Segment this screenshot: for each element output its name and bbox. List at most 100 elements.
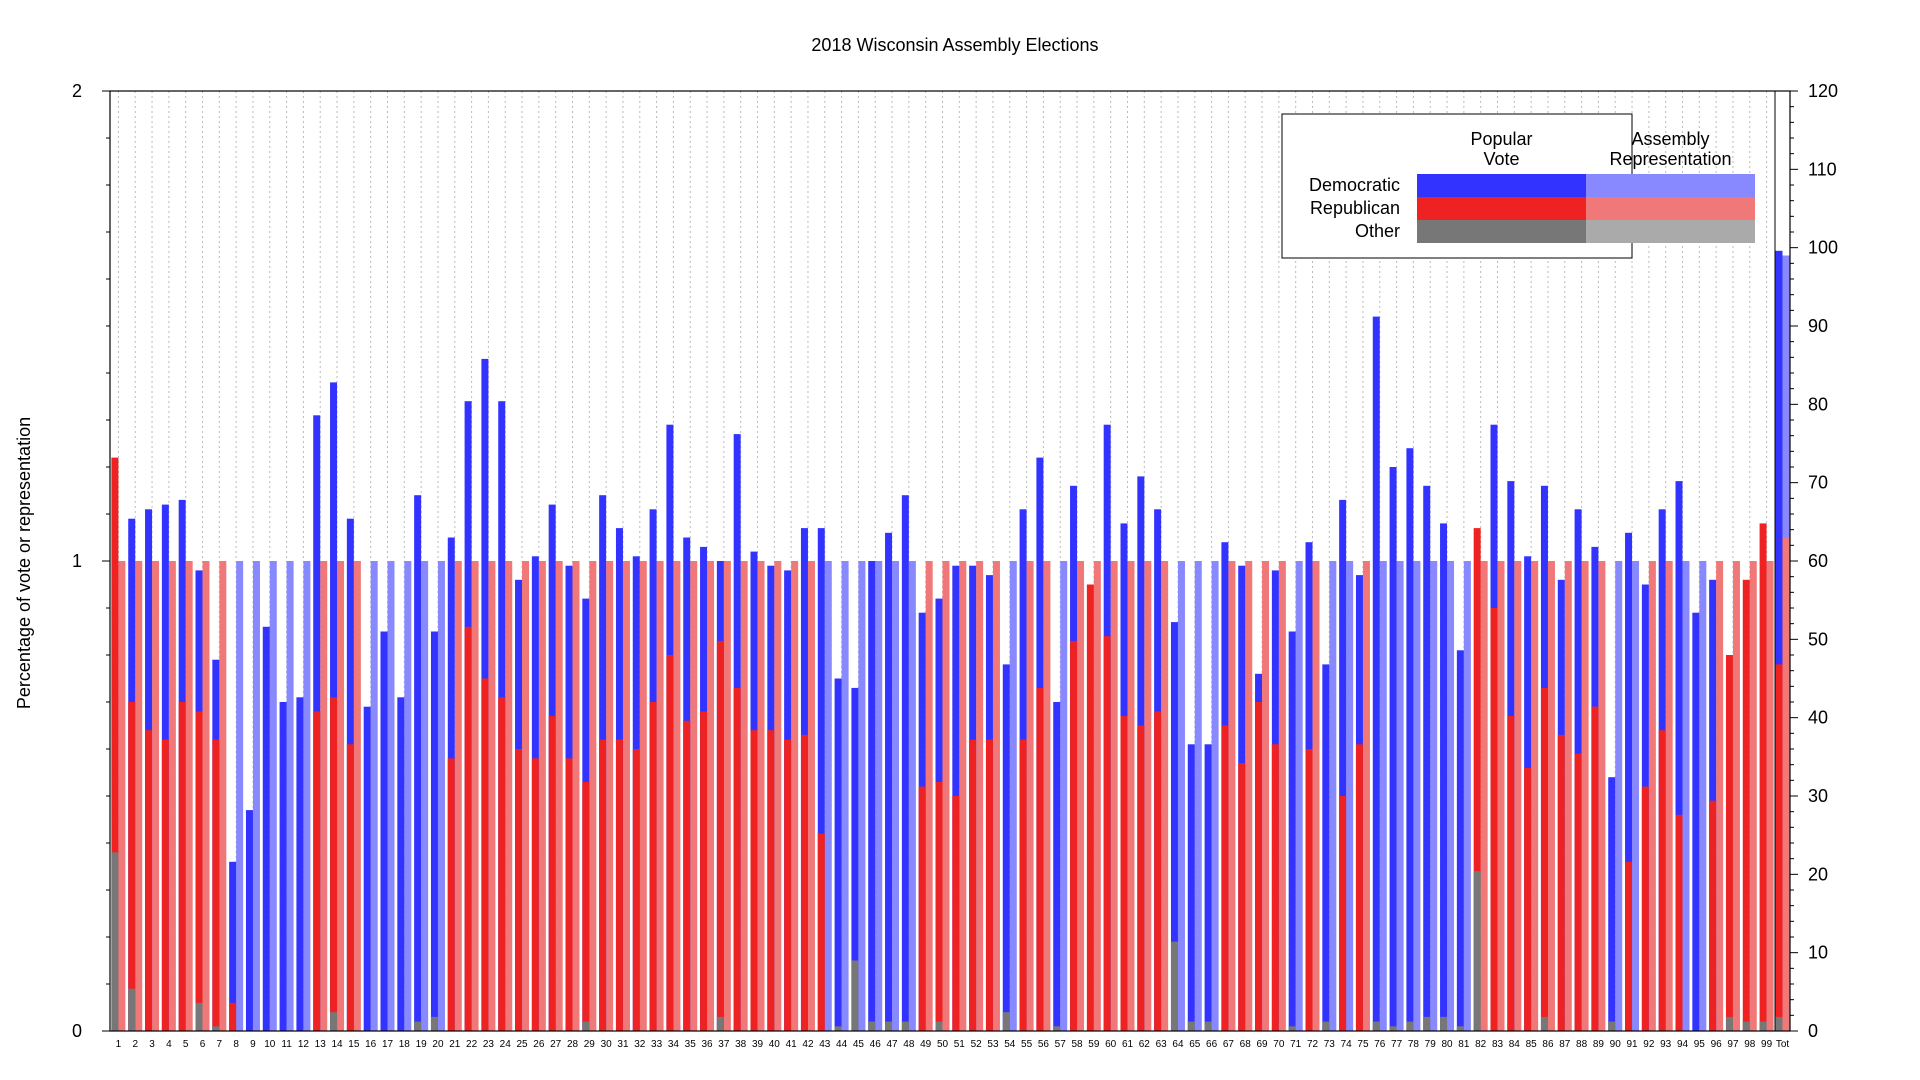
- seat-bar-district-41: [791, 561, 799, 1031]
- seat-bar-district-35: [690, 561, 698, 1031]
- x-tick-label-33: 33: [651, 1039, 663, 1050]
- x-tick-label-22: 22: [466, 1039, 478, 1050]
- seat-bar-district-98: [1749, 561, 1757, 1031]
- x-tick-label-21: 21: [449, 1039, 461, 1050]
- x-tick-label-95: 95: [1694, 1039, 1706, 1050]
- dem-vote-bar-district-17: [380, 631, 388, 1031]
- legend-row-label-other: Other: [1355, 221, 1400, 241]
- other-vote-bar-district-65: [1187, 1021, 1195, 1031]
- rep-vote-bar-district-5: [178, 702, 186, 1031]
- x-tick-label-37: 37: [718, 1039, 730, 1050]
- rep-vote-bar-district-74: [1339, 796, 1347, 1031]
- seat-bar-district-13: [320, 561, 328, 1031]
- other-vote-bar-district-90: [1608, 1021, 1616, 1031]
- rep-vote-bar-district-32: [632, 749, 640, 1031]
- rep-vote-bar-district-15: [346, 744, 354, 1031]
- dem-vote-bar-district-19: [414, 495, 422, 1031]
- bars-layer: [111, 250, 1790, 1032]
- rep-vote-bar-district-68: [1238, 763, 1246, 1031]
- rep-vote-bar-district-59: [1086, 584, 1094, 1031]
- other-vote-bar-district-98: [1742, 1021, 1750, 1031]
- x-tick-label-50: 50: [937, 1039, 949, 1050]
- seat-bar-district-28: [572, 561, 580, 1031]
- x-tick-label-85: 85: [1526, 1039, 1538, 1050]
- x-tick-label-46: 46: [870, 1039, 882, 1050]
- seat-bar-district-19: [421, 561, 429, 1031]
- seat-bar-district-21: [454, 561, 462, 1031]
- other-vote-bar-district-48: [901, 1021, 909, 1031]
- seat-bar-district-2: [135, 561, 143, 1031]
- rep-vote-bar-district-22: [464, 626, 472, 1031]
- y2-tick-label-40: 40: [1808, 708, 1828, 728]
- x-tick-label-71: 71: [1290, 1039, 1302, 1050]
- x-tick-label-30: 30: [601, 1039, 613, 1050]
- rep-vote-bar-district-67: [1221, 725, 1229, 1031]
- seat-bar-district-8: [236, 561, 244, 1031]
- x-tick-label-35: 35: [685, 1039, 697, 1050]
- x-tick-label-5: 5: [183, 1039, 189, 1050]
- x-tick-label-10: 10: [264, 1039, 276, 1050]
- x-tick-label-82: 82: [1475, 1039, 1487, 1050]
- y2-tick-label-90: 90: [1808, 316, 1828, 336]
- x-tick-label-92: 92: [1643, 1039, 1655, 1050]
- x-tick-label-81: 81: [1458, 1039, 1470, 1050]
- rep-vote-bar-district-82: [1473, 528, 1481, 1031]
- dem-vote-bar-district-45: [851, 687, 859, 1031]
- dem-vote-bar-district-20: [430, 631, 438, 1031]
- rep-vote-bar-district-33: [649, 702, 657, 1031]
- rep-vote-bar-district-98: [1742, 579, 1750, 1031]
- seat-bar-district-75: [1362, 561, 1370, 1031]
- dem-vote-bar-district-10: [262, 626, 270, 1031]
- other-vote-bar-district-57: [1053, 1026, 1061, 1031]
- rep-vote-bar-district-55: [1019, 739, 1027, 1031]
- x-tick-label-16: 16: [365, 1039, 377, 1050]
- y-tick-label-1: 1: [72, 551, 82, 571]
- y2-tick-label-100: 100: [1808, 238, 1838, 258]
- x-tick-label-93: 93: [1660, 1039, 1672, 1050]
- y-tick-label-0: 0: [72, 1021, 82, 1041]
- total-rep-seat-bar: [1782, 537, 1790, 1031]
- dem-vote-bar-district-18: [397, 697, 405, 1031]
- seat-bar-district-58: [1077, 561, 1085, 1031]
- seat-bar-district-1: [118, 561, 126, 1031]
- dem-vote-bar-district-48: [901, 495, 909, 1031]
- other-vote-bar-district-19: [414, 1021, 422, 1031]
- seat-bar-district-77: [1396, 561, 1404, 1031]
- y2-tick-label-80: 80: [1808, 394, 1828, 414]
- seat-bar-district-27: [555, 561, 563, 1031]
- x-tick-label-18: 18: [399, 1039, 411, 1050]
- rep-vote-bar-district-51: [952, 796, 960, 1031]
- x-tick-label-91: 91: [1626, 1039, 1638, 1050]
- rep-vote-bar-district-23: [481, 678, 489, 1031]
- legend-column-header-0: Popular Vote: [1470, 129, 1532, 169]
- rep-vote-bar-district-6: [195, 711, 203, 1031]
- legend-swatch-vote-other: [1417, 220, 1586, 243]
- rep-vote-bar-district-83: [1490, 608, 1498, 1031]
- rep-vote-bar-district-56: [1036, 687, 1044, 1031]
- rep-vote-bar-district-61: [1120, 716, 1128, 1031]
- rep-vote-bar-district-89: [1591, 706, 1599, 1031]
- x-tick-label-65: 65: [1189, 1039, 1201, 1050]
- seat-bar-district-47: [892, 561, 900, 1031]
- x-tick-label-89: 89: [1593, 1039, 1605, 1050]
- seat-bar-district-70: [1278, 561, 1286, 1031]
- x-tick-label-97: 97: [1727, 1039, 1739, 1050]
- seat-bar-district-55: [1026, 561, 1034, 1031]
- y2-tick-label-20: 20: [1808, 864, 1828, 884]
- other-vote-bar-district-2: [128, 988, 136, 1031]
- other-vote-bar-district-46: [868, 1021, 876, 1031]
- dem-vote-bar-district-54: [1002, 664, 1010, 1031]
- legend-swatch-vote-republican: [1417, 197, 1586, 220]
- y-tick-label-2: 2: [72, 81, 82, 101]
- seat-bar-district-81: [1463, 561, 1471, 1031]
- rep-vote-bar-district-93: [1658, 730, 1666, 1031]
- seat-bar-district-32: [639, 561, 647, 1031]
- dem-vote-bar-district-65: [1187, 744, 1195, 1031]
- other-vote-bar-district-99: [1759, 1021, 1767, 1031]
- other-vote-bar-district-29: [582, 1021, 590, 1031]
- x-tick-label-90: 90: [1610, 1039, 1622, 1050]
- seat-bar-district-78: [1413, 561, 1421, 1031]
- total-other-vote-bar: [1775, 1016, 1783, 1031]
- seat-bar-district-90: [1615, 561, 1623, 1031]
- dem-vote-bar-district-77: [1389, 467, 1397, 1031]
